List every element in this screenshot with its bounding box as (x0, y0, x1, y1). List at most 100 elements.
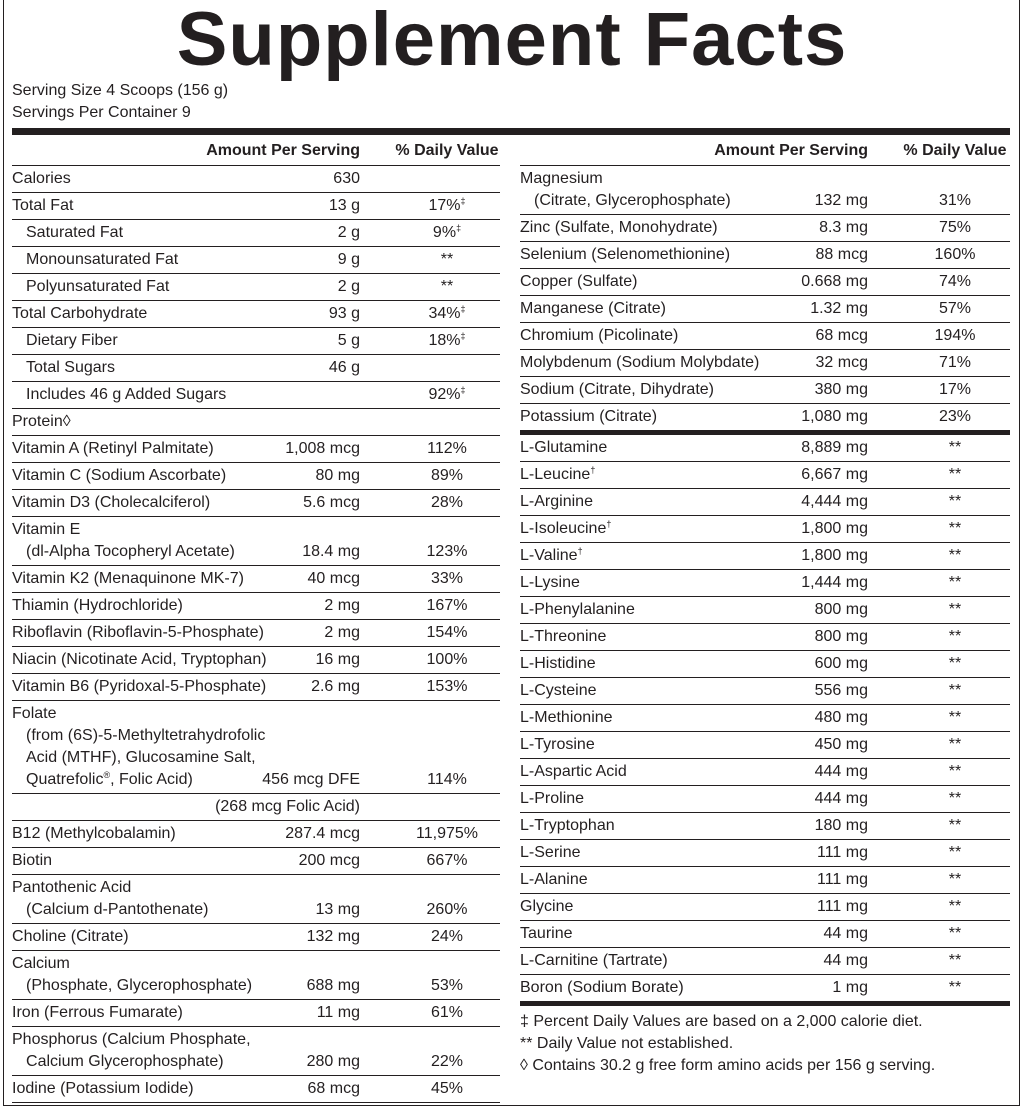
nutrient-row: Total Carbohydrate 93 g 34%‡ (12, 301, 500, 328)
nutrient-name: Molybdenum (Sodium Molybdate) (520, 354, 760, 371)
amount: 68 mcg (815, 327, 868, 344)
amount: 13 g (328, 197, 360, 214)
nutrient-row: B12 (Methylcobalamin) 287.4 mcg 11,975% (12, 821, 500, 848)
daily-value: 667% (426, 852, 468, 869)
nutrient-name: Vitamin E (12, 521, 81, 538)
amount: 40 mcg (307, 570, 360, 587)
daily-value: ** (948, 601, 962, 618)
nutrient-name: (dl-Alpha Tocopheryl Acetate) (26, 543, 235, 560)
amount: 44 mg (823, 925, 868, 942)
amount: 444 mg (814, 790, 868, 807)
amount: 8.3 mg (819, 219, 868, 236)
daily-value: 74% (938, 273, 972, 290)
nutrient-name: Copper (Sulfate) (520, 273, 638, 290)
nutrient-name: Pantothenic Acid (12, 879, 132, 896)
nutrient-row: Potassium (Citrate) 1,080 mg 23% (520, 404, 1010, 435)
nutrient-row: L-Tryptophan 180 mg ** (520, 813, 1010, 840)
nutrient-row: (268 mcg Folic Acid) (12, 794, 500, 821)
amount: 88 mcg (815, 246, 868, 263)
nutrient-row: Dietary Fiber 5 g 18%‡ (12, 328, 500, 355)
nutrient-row: Magnesium (Citrate, Glycerophosphate) 132 … (520, 166, 1010, 215)
nutrient-name: Saturated Fat (26, 224, 124, 241)
amount: 2 g (337, 278, 360, 295)
amount: (268 mcg Folic Acid) (215, 798, 360, 815)
amount: 9 g (337, 251, 360, 268)
daily-value: 9%‡ (432, 223, 462, 242)
nutrient-row: Pantothenic Acid (Calcium d-Pantothenate)… (12, 875, 500, 924)
left-table: Amount Per Serving % Daily Value Calories 6… (12, 138, 500, 1103)
nutrient-name: Vitamin C (Sodium Ascorbate) (12, 467, 227, 484)
amount: 5.6 mcg (303, 494, 360, 511)
nutrient-name: L-Serine (520, 844, 581, 861)
servings-per-container: Servings Per Container 9 (12, 104, 191, 121)
nutrient-name: Vitamin A (Retinyl Palmitate) (12, 440, 214, 457)
nutrient-name: L-Threonine (520, 628, 607, 645)
daily-value: 24% (430, 928, 464, 945)
nutrient-row: Niacin (Nicotinate Acid, Tryptophan) 16 m… (12, 647, 500, 674)
daily-value: 22% (430, 1053, 464, 1070)
nutrient-row: L-Proline 444 mg ** (520, 786, 1010, 813)
daily-value: 160% (934, 246, 976, 263)
nutrient-row: Chromium (Picolinate) 68 mcg 194% (520, 323, 1010, 350)
daily-value: ** (948, 844, 962, 861)
daily-value: ** (948, 574, 962, 591)
amount: 1,444 mg (801, 574, 868, 591)
nutrient-row: Boron (Sodium Borate) 1 mg ** (520, 975, 1010, 1006)
nutrient-name: Acid (MTHF), Glucosamine Salt, (26, 749, 256, 766)
amount: 4,444 mg (801, 493, 868, 510)
nutrient-name: Includes 46 g Added Sugars (26, 386, 227, 403)
nutrient-name: Chromium (Picolinate) (520, 327, 679, 344)
nutrient-row: Sodium (Citrate, Dihydrate) 380 mg 17% (520, 377, 1010, 404)
daily-value: 194% (934, 327, 976, 344)
amount: 1,080 mg (801, 408, 868, 425)
nutrient-name: L-Phenylalanine (520, 601, 635, 618)
nutrient-row: Vitamin B6 (Pyridoxal-5-Phosphate) 2.6 mg… (12, 674, 500, 701)
footnote: ◊ Contains 30.2 g free form amino acids … (520, 1057, 936, 1074)
daily-value: ** (948, 952, 962, 969)
nutrient-name: L-Leucine† (520, 465, 596, 484)
nutrient-name: Vitamin K2 (Menaquinone MK-7) (12, 570, 244, 587)
nutrient-name: Zinc (Sulfate, Monohydrate) (520, 219, 718, 236)
amount: 1.32 mg (810, 300, 868, 317)
nutrient-name: L-Isoleucine† (520, 519, 612, 538)
daily-value: 75% (938, 219, 972, 236)
nutrient-row: Zinc (Sulfate, Monohydrate) 8.3 mg 75% (520, 215, 1010, 242)
nutrient-name: L-Arginine (520, 493, 593, 510)
nutrient-name: Boron (Sodium Borate) (520, 979, 684, 996)
nutrient-name: Manganese (Citrate) (520, 300, 666, 317)
nutrient-row: L-Lysine 1,444 mg ** (520, 570, 1010, 597)
amount: 1,008 mcg (285, 440, 360, 457)
nutrient-row: L-Arginine 4,444 mg ** (520, 489, 1010, 516)
nutrient-row: Folate (from (6S)-5-Methyltetrahydrofolic… (12, 701, 500, 794)
nutrient-name: L-Carnitine (Tartrate) (520, 952, 668, 969)
nutrient-name: L-Proline (520, 790, 585, 807)
daily-value: 31% (938, 192, 972, 209)
nutrient-name: L-Histidine (520, 655, 596, 672)
daily-value: ** (948, 709, 962, 726)
amount: 111 mg (817, 844, 868, 861)
nutrient-row: L-Methionine 480 mg ** (520, 705, 1010, 732)
nutrient-name: Dietary Fiber (26, 332, 118, 349)
daily-value: 154% (426, 624, 468, 641)
nutrient-name: L-Aspartic Acid (520, 763, 627, 780)
daily-value: ** (948, 439, 962, 456)
nutrient-row: L-Histidine 600 mg ** (520, 651, 1010, 678)
daily-value: ** (948, 520, 962, 537)
nutrient-name: Calcium (12, 955, 70, 972)
daily-value: ** (948, 547, 962, 564)
daily-value: 34%‡ (428, 304, 466, 323)
amount-header: Amount Per Serving (206, 142, 360, 159)
nutrient-name: Total Carbohydrate (12, 305, 148, 322)
nutrient-name: L-Lysine (520, 574, 580, 591)
daily-value: 23% (938, 408, 972, 425)
amount: 5 g (337, 332, 360, 349)
nutrient-row: Molybdenum (Sodium Molybdate) 32 mcg 71% (520, 350, 1010, 377)
thick-rule (12, 128, 1010, 135)
daily-value: 153% (426, 678, 468, 695)
amount: 111 mg (817, 898, 868, 915)
amount: 180 mg (814, 817, 868, 834)
nutrient-row: L-Glutamine 8,889 mg ** (520, 435, 1010, 462)
nutrient-row: L-Carnitine (Tartrate) 44 mg ** (520, 948, 1010, 975)
nutrient-row: Protein◊ (12, 409, 500, 436)
daily-value: 114% (427, 771, 467, 788)
